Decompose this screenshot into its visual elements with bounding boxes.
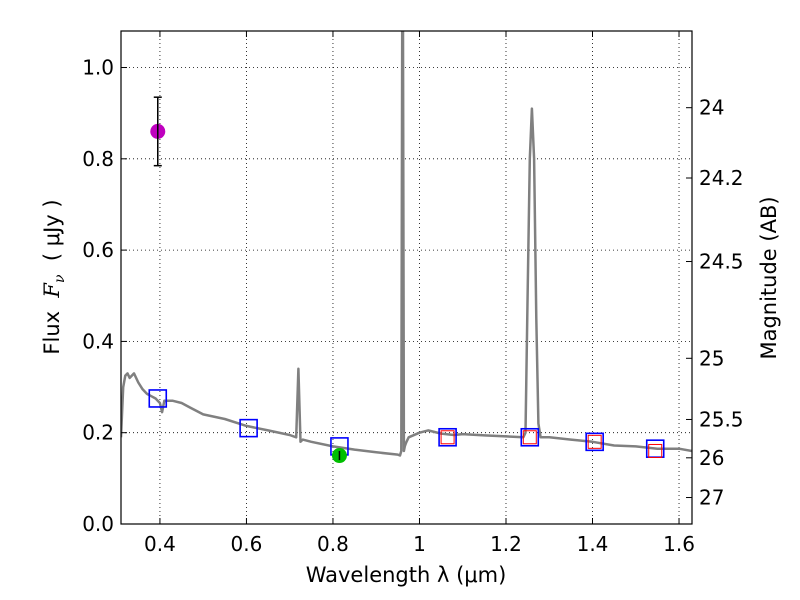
y-tick-label: 1.0 [82,56,114,80]
observed-photometry-marker [440,430,455,445]
right-tick-label: 25 [699,346,724,370]
model-photometry-marker [585,432,604,452]
series-layer [121,31,692,457]
plot-area [121,31,692,457]
observed-photometry-marker [587,434,602,449]
model-spectrum-line [121,31,692,457]
x-tick-label: 0.8 [317,532,349,556]
right-tick-label: 26 [699,446,724,470]
right-tick-label: 24.5 [699,250,744,274]
right-axis-label: Magnitude (AB) [757,196,781,359]
observed-photometry-marker [648,443,663,458]
x-tick-label: 1 [413,532,426,556]
y-tick-label: 0.8 [82,147,114,171]
x-tick-label: 1.6 [663,532,695,556]
right-tick-label: 24 [699,96,724,120]
y-tick-label: 0.2 [82,421,114,445]
y-axis-label: Flux Fν ( μJy ) [40,199,68,354]
y-tick-label: 0.4 [82,329,114,353]
model-photometry-marker [148,389,168,408]
x-tick-label: 0.6 [231,532,263,556]
x-tick-label: 1.2 [490,532,522,556]
model-photometry-marker [520,427,540,447]
x-tick-label: 0.4 [144,532,176,556]
markers-layer [148,96,665,464]
plot-frame [120,30,693,525]
model-photometry-marker [239,418,258,438]
right-tick-label: 24.2 [699,166,744,190]
right-tick-label: 27 [699,486,724,510]
y-tick-label: 0.0 [82,512,114,536]
y-axis-label-unit: ( μJy ) [40,199,64,274]
observed-photometry-marker [522,430,537,445]
x-axis-label: Wavelength λ (μm) [306,563,507,587]
axis-ticks: 0.4 0.6 0.8 1 1.2 1.4 1.6 0.0 0.2 0.4 0.6 0.8 1.0 24 2… [82,31,744,556]
right-tick-label: 25.5 [699,407,744,431]
y-tick-label: 0.6 [82,238,114,262]
y-axis-label-subscript: ν [52,274,68,283]
y-axis-label-symbol: F [40,282,64,299]
y-axis-label-prefix: Flux [40,298,64,355]
x-tick-label: 1.4 [577,532,609,556]
model-photometry-marker [438,427,457,447]
